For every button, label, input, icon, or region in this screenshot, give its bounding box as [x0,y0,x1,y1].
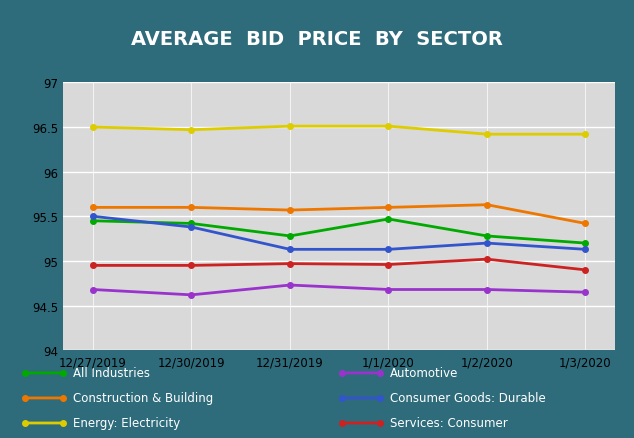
Text: All Industries: All Industries [73,367,150,380]
Text: Automotive: Automotive [390,367,458,380]
Text: Energy: Electricity: Energy: Electricity [73,417,180,430]
Text: Services: Consumer: Services: Consumer [390,417,508,430]
Text: Construction & Building: Construction & Building [73,392,213,405]
Text: AVERAGE  BID  PRICE  BY  SECTOR: AVERAGE BID PRICE BY SECTOR [131,30,503,49]
Text: Consumer Goods: Durable: Consumer Goods: Durable [390,392,546,405]
